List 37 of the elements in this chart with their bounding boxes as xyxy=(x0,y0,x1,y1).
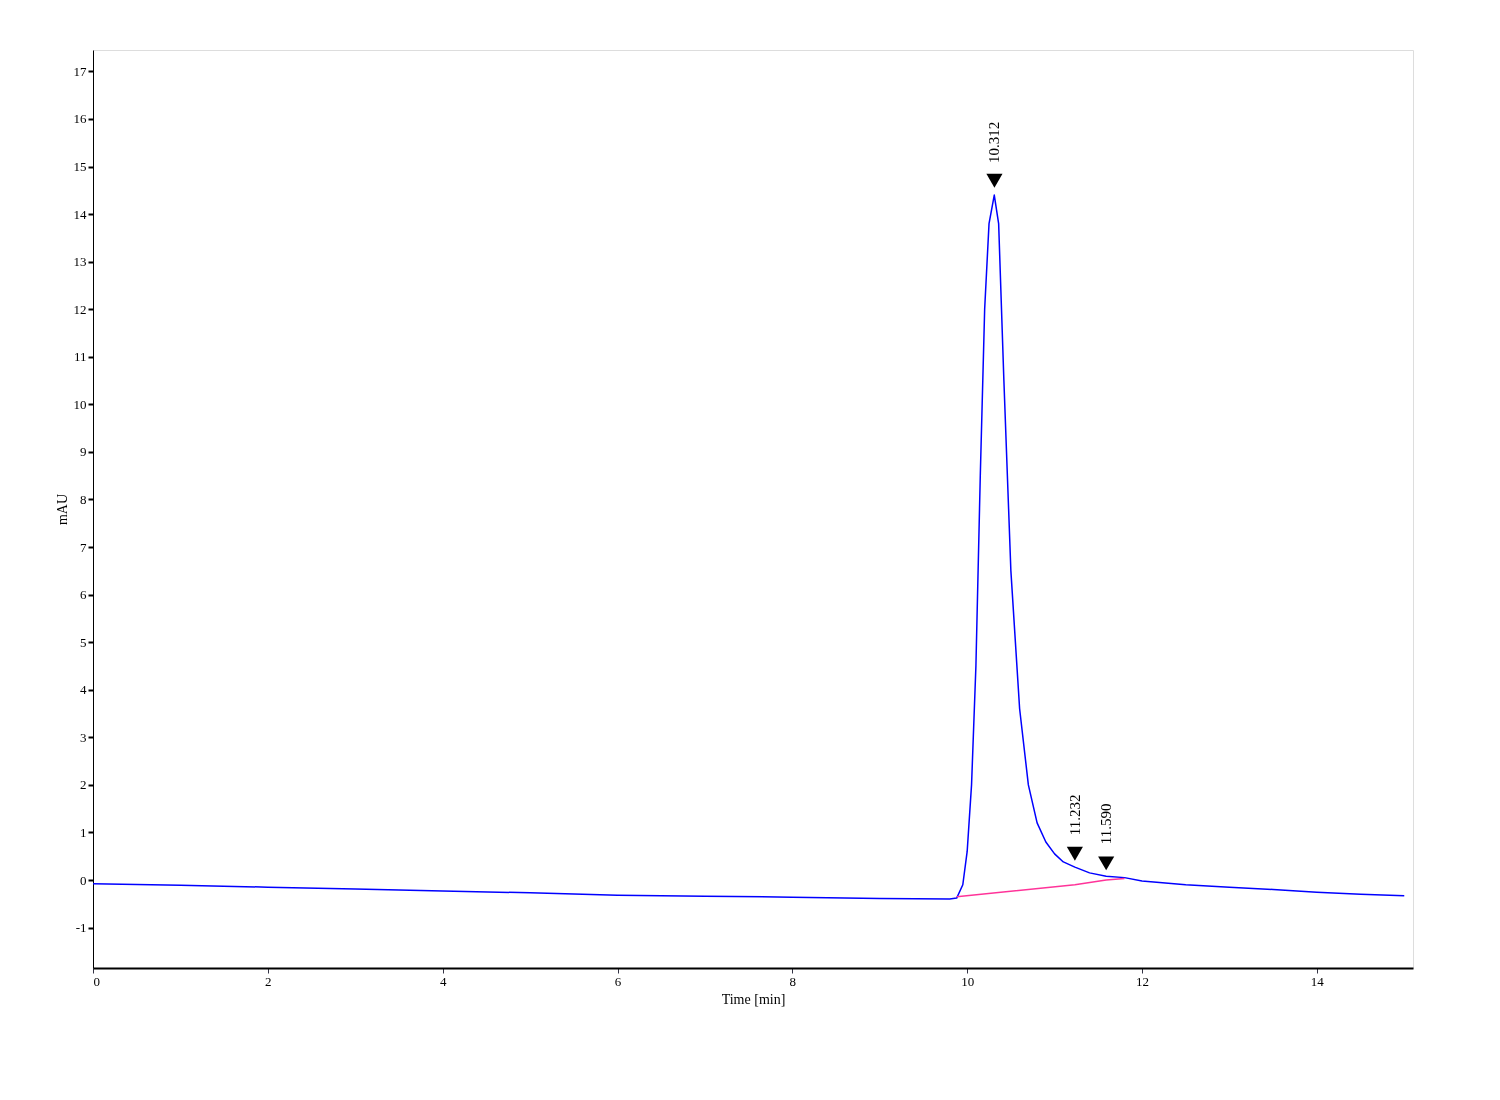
y-tick-label: 10 xyxy=(73,396,87,412)
y-tick-label: 7 xyxy=(80,539,87,555)
x-tick-label: 8 xyxy=(789,973,797,989)
y-tick-label: 3 xyxy=(80,729,87,745)
line-series xyxy=(955,877,1126,898)
y-tick-label: 0 xyxy=(80,872,87,888)
x-tick-label: 12 xyxy=(1136,973,1150,989)
annotation: 10.312 xyxy=(986,121,1003,164)
annotation: 11.590 xyxy=(1098,803,1115,845)
y-axis-title: mAU xyxy=(54,493,70,526)
y-tick-label: 1 xyxy=(80,824,87,840)
x-tick-label: 10 xyxy=(961,973,975,989)
y-tick-label: 2 xyxy=(80,777,87,793)
x-tick-label: 0 xyxy=(93,973,100,989)
point xyxy=(1066,846,1083,861)
line-series xyxy=(92,194,1406,900)
y-tick-label: 16 xyxy=(73,111,87,127)
y-tick-label: 13 xyxy=(73,254,87,270)
y-tick-label: 15 xyxy=(73,159,87,175)
x-tick-label: 2 xyxy=(265,973,272,989)
y-tick-label: 9 xyxy=(80,444,87,460)
point xyxy=(986,173,1003,188)
point xyxy=(1098,856,1115,871)
y-tick-label: 12 xyxy=(73,301,87,317)
y-tick-label: 11 xyxy=(73,349,87,365)
y-tick-label: 17 xyxy=(73,63,87,79)
y-tick-label: 4 xyxy=(80,682,87,698)
y-tick-label: 6 xyxy=(80,587,87,603)
y-tick-label: -1 xyxy=(75,920,87,936)
x-tick-label: 14 xyxy=(1310,973,1325,989)
x-axis-title: Time [min] xyxy=(721,991,786,1007)
y-tick-label: 14 xyxy=(73,206,87,222)
x-tick-label: 6 xyxy=(614,973,622,989)
y-tick-label: 8 xyxy=(80,491,87,507)
annotation: 11.232 xyxy=(1066,794,1083,836)
x-tick-label: 4 xyxy=(439,973,447,989)
y-tick-label: 5 xyxy=(80,634,87,650)
